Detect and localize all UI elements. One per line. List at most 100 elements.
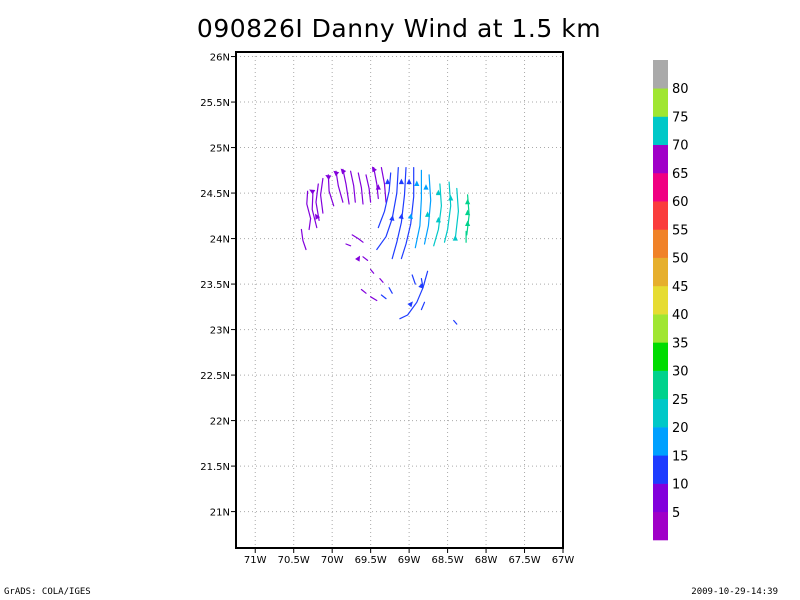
wind-arrowhead	[423, 184, 429, 190]
wind-arrowhead	[435, 189, 441, 196]
y-tick-label: 23.5N	[200, 280, 230, 291]
wind-streamline	[327, 174, 335, 207]
colorbar-label: 80	[672, 82, 689, 97]
colorbar-label: 55	[672, 223, 689, 238]
wind-streamline	[370, 296, 378, 302]
colorbar-segment	[653, 144, 668, 174]
wind-streamline	[315, 183, 320, 221]
wind-streamline	[380, 294, 387, 300]
wind-streamline	[391, 167, 407, 260]
wind-arrowhead	[309, 189, 316, 195]
wind-arrowhead	[435, 216, 441, 223]
wind-arrowhead	[315, 213, 321, 220]
wind-streamline	[373, 167, 379, 200]
wind-streamline	[443, 181, 452, 243]
x-tick-label: 67.5W	[508, 555, 540, 566]
x-tick-label: 69W	[398, 555, 421, 566]
wind-arrowhead	[398, 213, 404, 220]
wind-arrowhead	[406, 178, 412, 185]
colorbar-label: 25	[672, 393, 689, 408]
wind-arrowhead	[355, 255, 361, 262]
x-tick-label: 67W	[552, 555, 575, 566]
y-tick-label: 24.5N	[200, 189, 230, 200]
wind-streamline	[345, 243, 352, 247]
wind-streamline	[365, 174, 372, 203]
wind-streamlines	[300, 167, 470, 325]
colorbar-label: 60	[672, 195, 689, 210]
x-tick-label: 68.5W	[432, 555, 464, 566]
wind-streamline	[420, 301, 426, 311]
wind-arrowhead	[452, 235, 458, 241]
wind-arrowhead	[407, 213, 413, 220]
wind-arrowhead	[340, 168, 347, 175]
y-tick-label: 21N	[210, 508, 230, 519]
wind-arrowhead	[333, 170, 340, 177]
x-tick-label: 68W	[475, 555, 498, 566]
wind-streamline	[377, 172, 392, 229]
footer-timestamp: 2009-10-29-14:39	[691, 587, 778, 597]
wind-arrowhead	[414, 180, 420, 186]
wind-streamline	[370, 268, 375, 274]
y-tick-label: 24N	[210, 235, 230, 246]
wind-streamline	[362, 256, 369, 261]
wind-streamline	[342, 168, 350, 205]
wind-arrowhead	[465, 220, 471, 226]
colorbar-segment	[653, 483, 668, 513]
x-axis-ticks: 71W 70.5W 70W 69.5W 69W 68.5W 68W 67.5W 67W	[244, 548, 574, 566]
wind-streamline	[379, 278, 384, 283]
wind-arrowhead	[407, 301, 413, 308]
x-tick-label: 69.5W	[355, 555, 387, 566]
y-tick-label: 22N	[210, 417, 230, 428]
wind-streamline	[388, 287, 393, 294]
wind-arrowhead	[465, 209, 471, 216]
wind-streamline	[308, 217, 312, 231]
x-tick-label: 71W	[244, 555, 267, 566]
colorbar: 5 10 15 20 25 30 35 40 45 50 55 60 65 70 75 80	[653, 60, 689, 541]
colorbar-label: 75	[672, 111, 689, 126]
colorbar-label: 20	[672, 421, 689, 436]
y-axis-ticks: 21N 21.5N 22N 22.5N 23N 23.5N 24N 24.5N 25N 25.5N…	[200, 53, 236, 519]
wind-streamline	[414, 169, 422, 249]
colorbar-segment	[653, 314, 668, 343]
colorbar-segment	[653, 201, 668, 230]
colorbar-segment	[653, 342, 668, 371]
wind-streamline	[380, 167, 387, 203]
wind-streamline	[411, 274, 416, 285]
y-tick-label: 26N	[210, 53, 230, 64]
x-tick-label: 70W	[321, 555, 344, 566]
y-tick-label: 25N	[210, 144, 230, 155]
wind-streamline	[454, 187, 459, 240]
wind-arrowhead	[385, 178, 391, 185]
wind-streamline	[300, 228, 307, 251]
colorbar-segment	[653, 60, 668, 89]
wind-arrowhead	[375, 184, 381, 190]
wind-streamline	[399, 270, 429, 320]
colorbar-label: 10	[672, 478, 689, 493]
colorbar-segment	[653, 88, 668, 117]
y-tick-label: 21.5N	[200, 462, 230, 473]
colorbar-segment	[653, 511, 668, 541]
wind-streamline	[320, 177, 324, 214]
colorbar-segment	[653, 229, 668, 258]
colorbar-segment	[653, 370, 668, 400]
y-tick-label: 23N	[210, 326, 230, 337]
colorbar-label: 45	[672, 280, 689, 295]
wind-arrowhead	[448, 195, 454, 201]
wind-arrowhead	[398, 178, 404, 185]
grid-lines	[236, 52, 564, 548]
colorbar-label: 5	[672, 506, 680, 521]
colorbar-segment	[653, 398, 668, 428]
colorbar-label: 30	[672, 365, 689, 380]
colorbar-segment	[653, 172, 668, 202]
colorbar-label: 65	[672, 167, 689, 182]
wind-streamline	[350, 170, 356, 203]
colorbar-label: 70	[672, 139, 689, 154]
y-tick-label: 25.5N	[200, 98, 230, 109]
wind-arrowhead	[418, 282, 424, 289]
wind-arrowhead	[325, 174, 332, 180]
wind-streamline	[453, 319, 458, 325]
y-tick-label: 22.5N	[200, 371, 230, 382]
colorbar-segment	[653, 455, 668, 484]
colorbar-segment	[653, 116, 668, 146]
